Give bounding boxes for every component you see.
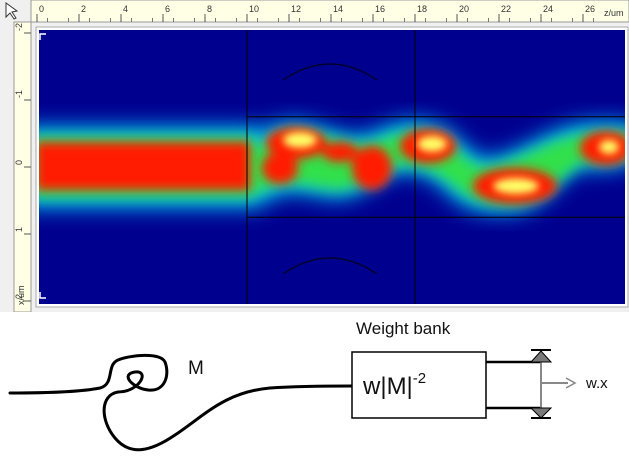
top-ruler-label: 10 xyxy=(249,4,259,14)
lower-photodiode-icon xyxy=(529,407,553,419)
top-ruler-label: 12 xyxy=(291,4,301,14)
output-arrow-icon xyxy=(565,377,577,389)
weight-formula: w|M|-2 xyxy=(362,370,426,400)
weight-bank-diagram: Weight bank M w|M|-2 w.x xyxy=(8,319,608,452)
top-ruler-ticks: 0 2 4 6 8 10 12 14 16 18 20 22 24 26 xyxy=(36,4,595,22)
left-ruler-ticks: -2 -1 0 1 2 xyxy=(14,23,31,302)
left-ruler-label: -1 xyxy=(14,90,24,98)
pointer-tool-icon[interactable] xyxy=(5,2,19,20)
top-ruler-label: 2 xyxy=(81,4,86,14)
top-ruler-label: 24 xyxy=(543,4,553,14)
weight-bank-title: Weight bank xyxy=(356,319,451,338)
upper-arc xyxy=(282,63,378,81)
tangled-fiber xyxy=(8,353,354,452)
intensity-layer-peak xyxy=(283,132,619,194)
top-ruler-label: 22 xyxy=(501,4,511,14)
top-ruler-label: 26 xyxy=(585,4,595,14)
top-ruler-label: 18 xyxy=(417,4,427,14)
lower-arc xyxy=(282,257,378,275)
corner-bracket-top xyxy=(39,33,46,40)
top-ruler xyxy=(30,0,629,23)
top-ruler-label: 14 xyxy=(333,4,343,14)
top-ruler-label: 6 xyxy=(165,4,170,14)
weight-formula-exponent: -2 xyxy=(413,370,426,387)
left-ruler-label: 1 xyxy=(14,227,24,232)
region-dividers xyxy=(246,30,625,304)
left-ruler-label: -2 xyxy=(14,23,24,31)
top-ruler-label: 0 xyxy=(39,4,44,14)
top-ruler-label: 16 xyxy=(375,4,385,14)
upper-photodiode-icon xyxy=(529,349,553,363)
output-label: w.x xyxy=(585,375,608,392)
z-axis-unit: z/um xyxy=(604,8,624,18)
top-ruler-label: 8 xyxy=(207,4,212,14)
fiber-label: M xyxy=(188,358,204,379)
x-axis-unit: x/um xyxy=(16,285,26,305)
left-ruler-label: 2 xyxy=(14,294,24,299)
top-ruler-label: 20 xyxy=(459,4,469,14)
weight-formula-main: w|M| xyxy=(362,373,413,400)
weight-bank-box xyxy=(351,351,487,419)
left-ruler-label: 0 xyxy=(14,160,24,165)
field-intensity-map xyxy=(39,30,625,304)
corner-bracket-bottom xyxy=(39,292,46,299)
top-ruler-label: 4 xyxy=(123,4,128,14)
